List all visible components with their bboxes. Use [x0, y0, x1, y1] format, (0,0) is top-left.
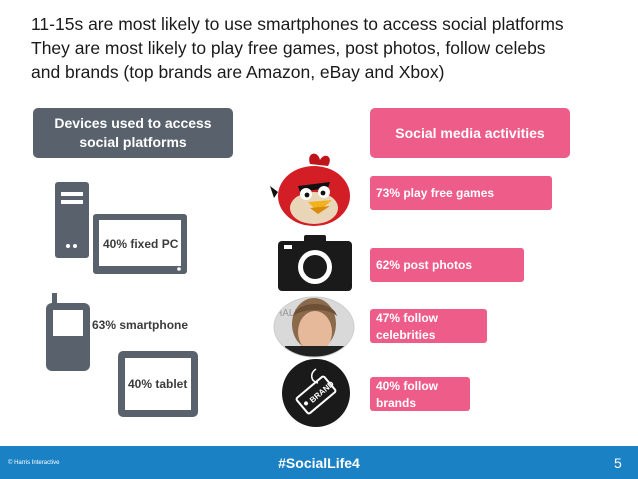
brand-tag-icon: BRAND	[282, 359, 350, 427]
headline-line-3: and brands (top brands are Amazon, eBay …	[31, 62, 445, 82]
page-number: 5	[614, 455, 622, 471]
device-label-pc: 40% fixed PC	[103, 237, 179, 251]
mobile-phone-icon	[46, 293, 90, 371]
footer-bar	[0, 446, 638, 479]
footer-hashtag: #SocialLife4	[278, 455, 360, 471]
headline-line-2: They are most likely to play free games,…	[31, 38, 546, 58]
activity-bar-post-photos: 62% post photos	[370, 248, 524, 282]
celebrity-photo-icon: HALL	[273, 296, 355, 358]
activity-label-free-games: 73% play free games	[376, 185, 495, 200]
activity-label-follow-celebrities-2: celebrities	[376, 328, 436, 342]
camera-icon	[278, 235, 352, 291]
footer-copyright: © Harris Interactive	[8, 460, 60, 466]
activity-label-follow-brands-2: brands	[376, 396, 417, 410]
device-label-tablet: 40% tablet	[128, 377, 188, 391]
activity-label-follow-brands-1: 40% follow	[376, 379, 439, 393]
activity-bar-follow-celebrities: 47% follow celebrities	[370, 309, 487, 343]
angry-bird-icon	[270, 153, 350, 226]
activity-bar-free-games: 73% play free games	[370, 176, 552, 210]
headline-line-1: 11-15s are most likely to use smartphone…	[31, 14, 564, 34]
activity-label-post-photos: 62% post photos	[376, 257, 473, 272]
svg-text:HALL: HALL	[275, 308, 300, 319]
tablet-icon	[118, 351, 198, 417]
devices-header: Devices used to access social platforms	[33, 108, 233, 158]
activities-header: Social media activities	[370, 108, 570, 158]
desktop-pc-icon	[55, 182, 187, 274]
activity-bar-follow-brands: 40% follow brands	[370, 377, 470, 411]
headline: 11-15s are most likely to use smartphone…	[31, 12, 631, 84]
device-label-smartphone: 63% smartphone	[92, 318, 189, 332]
activity-label-follow-celebrities-1: 47% follow	[376, 311, 439, 325]
